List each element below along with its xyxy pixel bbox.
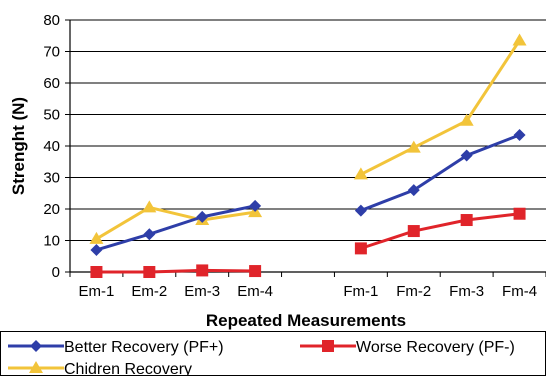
data-point: [142, 200, 157, 213]
data-point: [513, 128, 526, 141]
data-point: [89, 231, 104, 244]
x-tick-label: Em-2: [131, 283, 167, 300]
legend-box: [0, 331, 546, 376]
y-tick-label: 20: [43, 201, 60, 218]
series-0: [90, 128, 526, 256]
data-point: [513, 207, 526, 220]
y-tick-label: 50: [43, 107, 60, 124]
data-point: [249, 199, 262, 212]
x-tick-label: Em-4: [237, 283, 273, 300]
data-point: [90, 266, 103, 278]
legend: Better Recovery (PF+) Worse Recovery (PF-…: [0, 331, 546, 376]
x-tick-label: Fm-4: [502, 283, 537, 300]
y-tick-label: 80: [43, 12, 60, 29]
data-point: [407, 225, 420, 238]
data-point: [354, 204, 367, 217]
legend-item: Better Recovery (PF+): [8, 339, 224, 356]
series-line: [360, 212, 520, 250]
gridlines: [70, 19, 546, 241]
data-point: [353, 167, 368, 180]
data-point: [354, 242, 367, 255]
x-tick-label: Fm-3: [449, 283, 484, 300]
data-point: [196, 264, 209, 277]
data-point: [459, 113, 474, 126]
series-line: [96, 204, 256, 252]
series-2: [89, 33, 527, 244]
y-tick-label: 60: [43, 75, 60, 92]
y-tick-label: 0: [52, 264, 60, 281]
data-point: [249, 265, 262, 278]
legend-item: Chidren Recovery: [8, 361, 192, 376]
series-line: [96, 268, 256, 274]
data-point: [406, 140, 421, 153]
y-tick-label: 30: [43, 170, 60, 187]
y-axis-ticks: 0 10 20 30 40 50 60 70 80: [43, 12, 70, 281]
series-line: [360, 39, 521, 176]
data-point: [143, 228, 156, 241]
series-line: [95, 205, 256, 241]
x-tick-label: Fm-2: [396, 283, 431, 300]
y-tick-label: 70: [43, 44, 60, 61]
data-point: [512, 33, 527, 46]
data-point: [460, 214, 473, 227]
y-tick-label: 40: [43, 138, 60, 155]
x-tick-label: Fm-1: [343, 283, 378, 300]
x-axis-title: Repeated Measurements: [206, 311, 406, 330]
x-tick-label: Em-3: [184, 283, 220, 300]
data-point: [407, 184, 420, 197]
legend-label: Worse Recovery (PF-): [356, 339, 515, 356]
data-point: [29, 361, 43, 373]
series-group: [89, 33, 527, 278]
x-tick-label: Em-1: [79, 283, 115, 300]
series-line: [360, 133, 521, 212]
legend-label: Better Recovery (PF+): [64, 339, 224, 356]
data-point: [143, 266, 156, 278]
data-point: [322, 340, 334, 352]
legend-label: Chidren Recovery: [64, 361, 192, 376]
legend-item: Worse Recovery (PF-): [300, 339, 515, 356]
data-point: [196, 210, 209, 223]
data-point: [90, 243, 103, 256]
series-1: [90, 207, 526, 278]
data-point: [30, 340, 42, 352]
y-axis-title: Strenght (N): [9, 97, 28, 195]
y-tick-label: 10: [43, 233, 60, 250]
x-axis-ticks: Em-1 Em-2 Em-3 Em-4 Fm-1 Fm-2 Fm-3 Fm-4: [69, 272, 546, 300]
data-point: [460, 149, 473, 162]
